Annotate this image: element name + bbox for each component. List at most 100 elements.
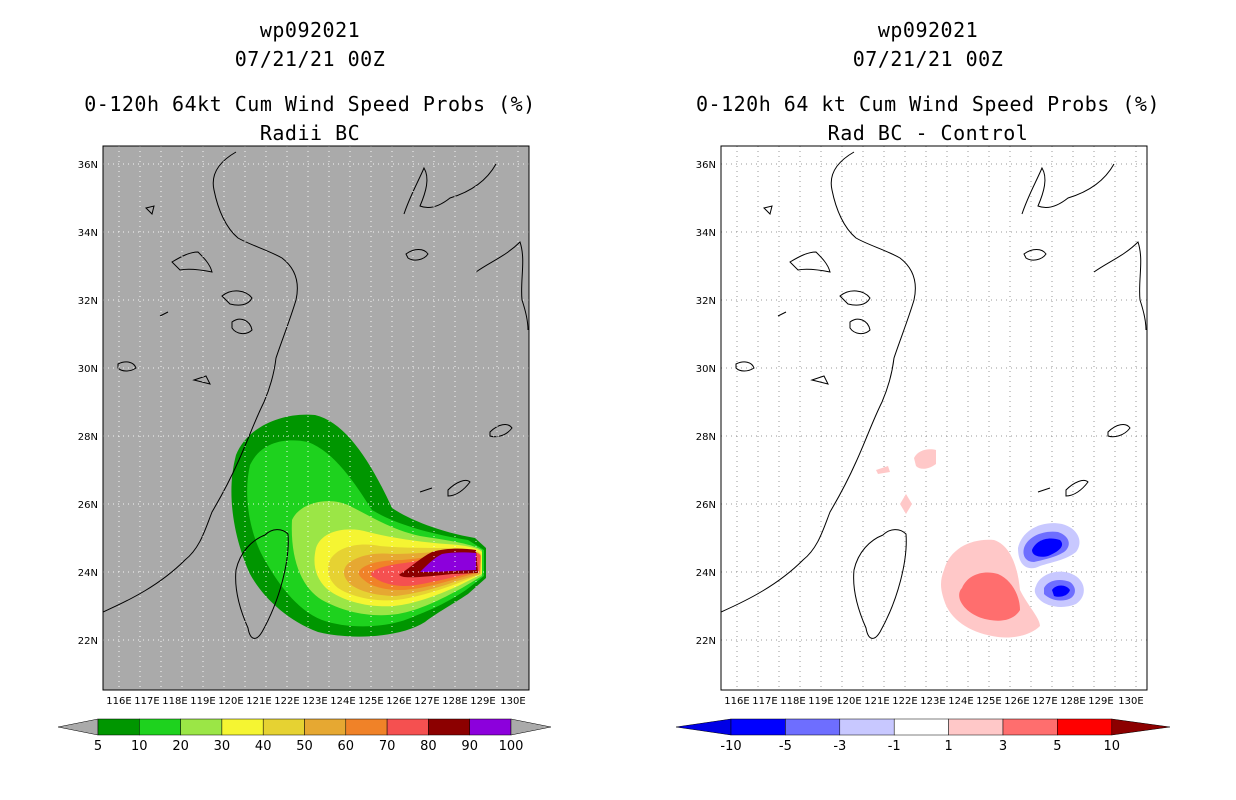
left-subtitle: Radii BC <box>259 121 361 145</box>
colorbar-label: -10 <box>720 739 741 754</box>
diff-pos-small-3 <box>876 466 890 474</box>
colorbar-label: 60 <box>338 739 355 754</box>
left-lon-label: 126E <box>386 696 411 707</box>
colorbar-label: 5 <box>1053 739 1061 754</box>
right-lon-labels: 116E 117E 118E 119E 120E 121E 122E 123E … <box>724 696 1143 707</box>
left-lon-label: 124E <box>330 696 355 707</box>
right-lon-label: 123E <box>920 696 945 707</box>
colorbar-label: 1 <box>944 739 952 754</box>
colorbar-cell <box>785 718 841 736</box>
diff-pos-3 <box>959 572 1020 621</box>
right-lon-label: 129E <box>1088 696 1113 707</box>
colorbar-label: 100 <box>499 739 524 754</box>
right-lat-label: 32N <box>696 296 716 307</box>
right-title-block: wp092021 07/21/21 00Z 0-120h 64 kt Cum W… <box>668 16 1188 148</box>
left-grid <box>103 146 529 690</box>
right-lat-label: 24N <box>696 568 716 579</box>
left-storm-id: wp092021 <box>259 18 361 42</box>
colorbar-label: 70 <box>379 739 396 754</box>
colorbar-label: 80 <box>420 739 437 754</box>
colorbar-high-arrow <box>1111 718 1171 736</box>
left-probability-contours <box>103 146 529 690</box>
colorbar-label: -3 <box>833 739 846 754</box>
colorbar-label: 5 <box>94 739 102 754</box>
left-lon-label: 122E <box>274 696 299 707</box>
left-lat-label: 32N <box>78 296 98 307</box>
left-lon-label: 125E <box>358 696 383 707</box>
left-coastlines <box>103 151 529 639</box>
right-storm-id: wp092021 <box>877 18 979 42</box>
contour-90 <box>420 552 476 572</box>
left-lat-label: 24N <box>78 568 98 579</box>
right-lon-label: 128E <box>1060 696 1085 707</box>
diff-neg-5-upper <box>1032 538 1063 557</box>
right-coastlines <box>721 151 1147 639</box>
left-colorbar: 5 10 20 30 40 50 60 70 80 90 100 <box>57 718 552 754</box>
colorbar-label: 10 <box>1104 739 1121 754</box>
right-map-background <box>721 146 1147 690</box>
right-date: 07/21/21 00Z <box>852 47 1004 71</box>
right-lat-label: 34N <box>696 228 716 239</box>
diff-pos-small-1 <box>914 449 936 469</box>
left-lon-label: 128E <box>442 696 467 707</box>
left-title-block: wp092021 07/21/21 00Z 0-120h 64kt Cum Wi… <box>50 16 570 148</box>
left-lat-label: 22N <box>78 636 98 647</box>
right-lon-label: 120E <box>836 696 861 707</box>
right-subtitle: Rad BC - Control <box>827 121 1029 145</box>
right-lat-labels: 36N 34N 32N 30N 28N 26N 24N 22N <box>696 160 716 647</box>
left-map-frame <box>102 145 530 691</box>
right-lon-label: 118E <box>780 696 805 707</box>
right-lat-label: 36N <box>696 160 716 171</box>
colorbar-label: 90 <box>461 739 478 754</box>
left-lon-label: 118E <box>162 696 187 707</box>
right-lon-label: 121E <box>864 696 889 707</box>
left-date: 07/21/21 00Z <box>234 47 386 71</box>
right-map-frame <box>720 145 1148 691</box>
left-lon-label: 121E <box>246 696 271 707</box>
left-lon-label: 116E <box>106 696 131 707</box>
colorbar-high-arrow <box>510 718 552 736</box>
right-lon-label: 126E <box>1004 696 1029 707</box>
right-grid <box>721 146 1147 690</box>
left-lon-labels: 116E 117E 118E 119E 120E 121E 122E 123E … <box>106 696 525 707</box>
colorbar-cell <box>730 718 786 736</box>
right-lon-label: 122E <box>892 696 917 707</box>
right-lon-label: 116E <box>724 696 749 707</box>
left-lon-label: 129E <box>470 696 495 707</box>
diff-neg-5-lower <box>1052 585 1070 597</box>
colorbar-cell <box>893 718 949 736</box>
right-lat-label: 26N <box>696 500 716 511</box>
colorbar-label: 30 <box>214 739 231 754</box>
right-lat-label: 30N <box>696 364 716 375</box>
left-lon-label: 119E <box>190 696 215 707</box>
left-lat-labels: 36N 34N 32N 30N 28N 26N 24N 22N <box>78 160 98 647</box>
left-lon-label: 130E <box>500 696 525 707</box>
left-lon-label: 123E <box>302 696 327 707</box>
left-lat-label: 26N <box>78 500 98 511</box>
colorbar-label: 10 <box>131 739 148 754</box>
right-lon-label: 130E <box>1118 696 1143 707</box>
left-lat-label: 34N <box>78 228 98 239</box>
right-lon-label: 119E <box>808 696 833 707</box>
right-lat-label: 22N <box>696 636 716 647</box>
colorbar-label: -5 <box>779 739 792 754</box>
left-lat-label: 36N <box>78 160 98 171</box>
right-lon-label: 117E <box>752 696 777 707</box>
left-lat-label: 28N <box>78 432 98 443</box>
right-lon-label: 125E <box>976 696 1001 707</box>
right-colorbar: -10 -5 -3 -1 1 3 5 10 <box>675 718 1171 754</box>
diff-pos-small-2 <box>900 494 912 514</box>
colorbar-label: -1 <box>888 739 901 754</box>
left-lon-label: 120E <box>218 696 243 707</box>
colorbar-label: 40 <box>255 739 272 754</box>
colorbar-cell <box>948 718 1004 736</box>
colorbar-label: 50 <box>296 739 313 754</box>
right-lon-label: 127E <box>1032 696 1057 707</box>
right-product-title: 0-120h 64 kt Cum Wind Speed Probs (%) <box>695 92 1161 116</box>
right-lat-label: 28N <box>696 432 716 443</box>
colorbar-label: 20 <box>172 739 189 754</box>
right-difference-contours <box>876 449 1084 638</box>
left-product-title: 0-120h 64kt Cum Wind Speed Probs (%) <box>84 92 536 116</box>
left-lon-label: 127E <box>414 696 439 707</box>
